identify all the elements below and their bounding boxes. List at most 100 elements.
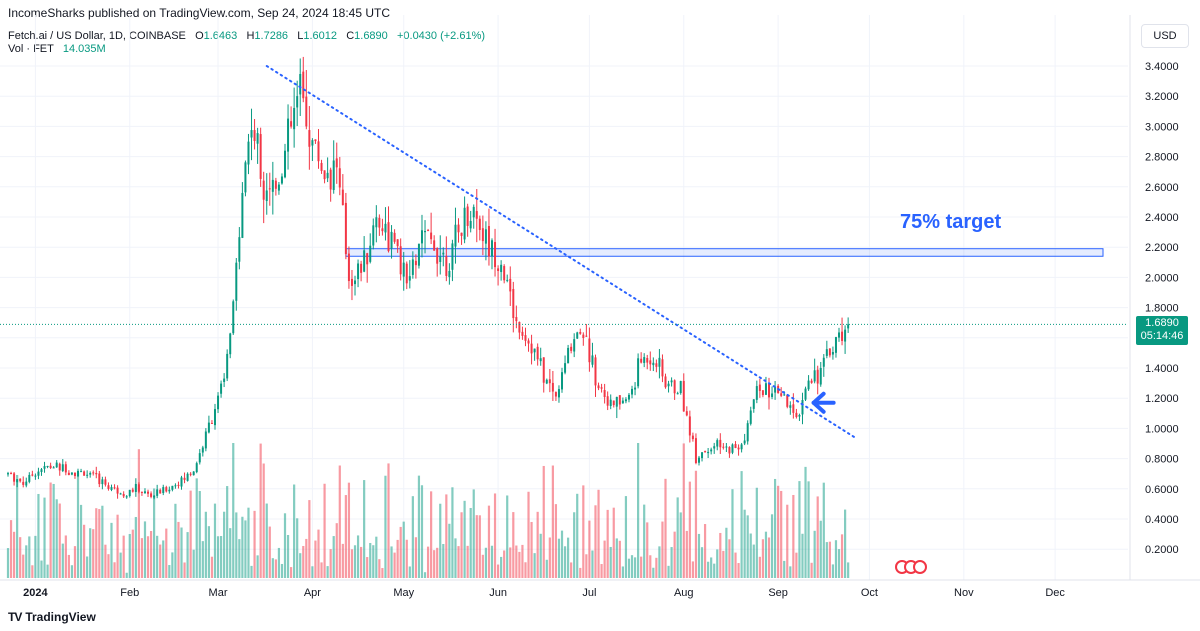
bar-countdown: 05:14:46	[1140, 330, 1184, 342]
candle-body	[533, 348, 536, 353]
open-label: O	[195, 30, 204, 42]
target-zone[interactable]	[345, 248, 1104, 257]
candle-body	[603, 389, 606, 398]
volume-bar	[143, 521, 147, 578]
candle-body	[579, 331, 582, 334]
candle-body	[116, 487, 119, 494]
volume-bar	[679, 512, 682, 578]
candle-body	[213, 409, 216, 426]
x-tick-label: Mar	[209, 587, 228, 599]
volume-bar	[9, 520, 13, 578]
volume-bar	[734, 552, 737, 578]
volume-label[interactable]: Vol · FET	[8, 43, 54, 55]
volume-bar	[43, 497, 46, 578]
volume-bar	[582, 485, 585, 578]
candle-body	[287, 118, 290, 152]
volume-bar	[353, 545, 357, 578]
volume-bar	[426, 546, 430, 578]
candle-body	[844, 329, 847, 342]
candle-body	[131, 489, 134, 492]
symbol-description[interactable]: Fetch.ai / US Dollar, 1D, COINBASE	[8, 30, 186, 42]
candle-body	[86, 474, 89, 476]
volume-bar	[576, 493, 579, 578]
candle-body	[801, 399, 804, 415]
candle-body	[113, 487, 116, 489]
candle-body	[442, 252, 445, 255]
volume-bar	[481, 554, 484, 578]
candle-body	[55, 462, 58, 468]
candle-body	[107, 485, 110, 489]
candle-body	[618, 395, 621, 405]
candle-body	[497, 268, 500, 271]
candle-body	[338, 168, 341, 188]
candle-body	[746, 423, 749, 442]
volume-bar	[210, 556, 214, 578]
volume-bar	[329, 549, 332, 578]
candle-body	[743, 440, 746, 444]
y-tick-label: 3.4000	[1145, 61, 1179, 73]
volume-bar	[557, 538, 561, 578]
candle-body	[125, 496, 128, 498]
volume-bar	[159, 544, 162, 578]
volume-bar	[713, 563, 716, 578]
candle-body	[165, 487, 168, 492]
candle-body	[509, 278, 512, 292]
volume-bar	[402, 521, 405, 578]
candle-body	[624, 399, 627, 402]
candle-body	[813, 370, 816, 382]
volume-bar	[320, 562, 323, 578]
volume-bar	[414, 537, 417, 578]
candle-body	[19, 478, 22, 482]
candle-body	[323, 170, 326, 180]
volume-bar	[58, 503, 61, 578]
volume-bar	[460, 512, 463, 578]
volume-bar	[314, 540, 317, 578]
candle-body	[469, 220, 472, 229]
candle-body	[320, 162, 323, 171]
candle-body	[701, 452, 704, 459]
candle-body	[643, 357, 646, 363]
volume-bar	[67, 554, 70, 578]
volume-bar	[76, 472, 80, 578]
volume-bar	[512, 512, 515, 578]
candle-body	[691, 435, 694, 440]
candle-body	[594, 357, 597, 386]
candle-body	[697, 457, 700, 463]
candle-body	[518, 321, 521, 333]
volume-bar	[719, 532, 722, 578]
volume-bar	[554, 504, 558, 578]
candle-body	[481, 228, 484, 242]
volume-bar	[585, 554, 588, 578]
volume-bar	[621, 566, 624, 578]
candle-body	[80, 471, 83, 473]
currency-button[interactable]: USD	[1141, 24, 1189, 48]
candle-body	[195, 463, 198, 473]
candle-body	[567, 347, 570, 364]
volume-bar	[451, 487, 454, 578]
footer-brand[interactable]: TV TradingView	[8, 610, 96, 624]
volume-bar	[37, 493, 40, 578]
event-icon[interactable]	[913, 560, 927, 574]
candle-body	[277, 184, 280, 191]
volume-bar	[615, 538, 618, 578]
volume-bar	[70, 565, 74, 578]
volume-bar	[195, 478, 198, 578]
candle-body	[503, 266, 506, 281]
volume-bar	[162, 540, 165, 578]
volume-bar	[439, 503, 442, 578]
volume-bar	[204, 511, 207, 578]
x-tick-label: 2024	[23, 587, 48, 599]
arrow-left-icon[interactable]	[811, 391, 836, 414]
candle-body	[326, 172, 329, 179]
candle-body	[664, 376, 667, 388]
candle-body	[761, 390, 764, 396]
target-zone-layer	[345, 248, 1104, 257]
candle-body	[296, 96, 299, 108]
candle-body	[375, 217, 378, 228]
low-label: L	[297, 30, 304, 42]
volume-bar	[618, 540, 621, 578]
volume-bar	[259, 443, 262, 578]
volume-bar	[268, 526, 271, 578]
trendline[interactable]	[265, 65, 859, 440]
